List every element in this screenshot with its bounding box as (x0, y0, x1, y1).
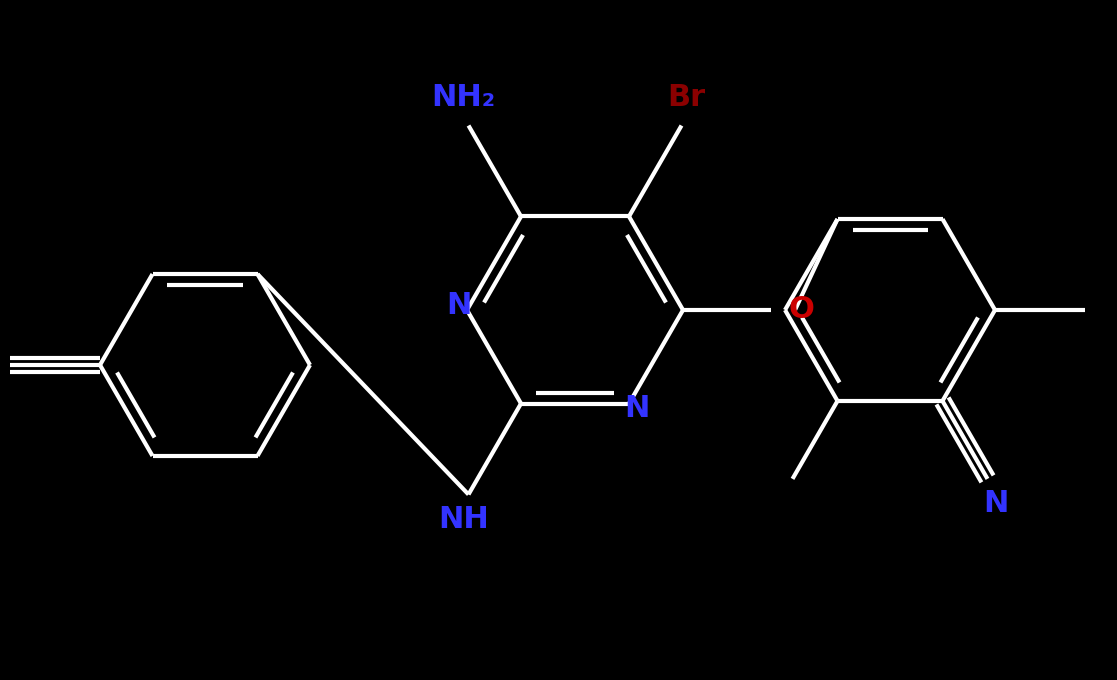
Text: N: N (983, 490, 1009, 518)
Text: Br: Br (668, 83, 706, 112)
Text: NH₂: NH₂ (431, 83, 496, 112)
Text: N: N (447, 290, 471, 320)
Text: O: O (789, 296, 814, 324)
Text: N: N (624, 394, 650, 423)
Text: NH: NH (438, 505, 489, 534)
